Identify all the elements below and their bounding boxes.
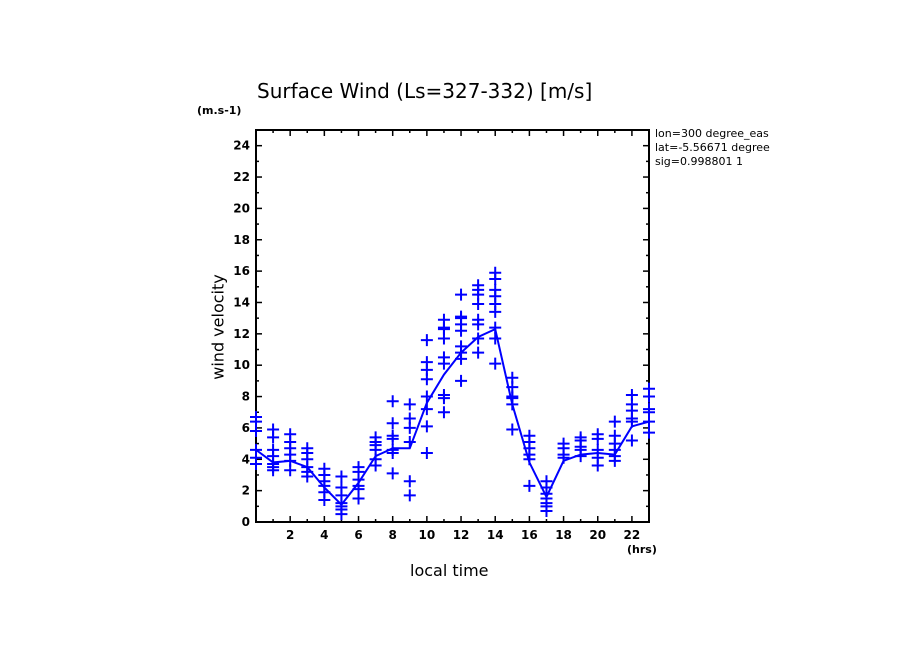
y-tick-label: 16 bbox=[233, 264, 250, 278]
data-point bbox=[403, 475, 416, 488]
data-point bbox=[386, 395, 399, 408]
data-point bbox=[420, 403, 433, 416]
chart-title: Surface Wind (Ls=327-332) [m/s] bbox=[257, 79, 593, 103]
data-point bbox=[591, 432, 604, 445]
data-point bbox=[403, 421, 416, 434]
data-point bbox=[455, 374, 468, 387]
x-axis-label: local time bbox=[410, 561, 489, 580]
data-point bbox=[420, 447, 433, 460]
y-tick-label: 18 bbox=[233, 233, 250, 247]
x-tick-label: 16 bbox=[521, 528, 538, 542]
data-point bbox=[472, 332, 485, 345]
y-tick-label: 8 bbox=[242, 390, 250, 404]
data-point bbox=[386, 447, 399, 460]
y-axis-unit: (m.s-1) bbox=[197, 104, 242, 117]
data-point bbox=[608, 415, 621, 428]
x-tick-label: 12 bbox=[453, 528, 470, 542]
data-point bbox=[608, 454, 621, 467]
y-tick-label: 22 bbox=[233, 170, 250, 184]
data-point bbox=[472, 318, 485, 331]
data-point bbox=[472, 346, 485, 359]
data-point bbox=[386, 432, 399, 445]
data-point bbox=[352, 492, 365, 505]
data-point bbox=[437, 357, 450, 370]
data-point bbox=[506, 423, 519, 436]
x-tick-label: 14 bbox=[487, 528, 504, 542]
x-tick-label: 18 bbox=[555, 528, 572, 542]
data-point bbox=[506, 398, 519, 411]
data-point bbox=[386, 467, 399, 480]
data-point bbox=[455, 288, 468, 301]
data-point bbox=[369, 459, 382, 472]
data-point bbox=[403, 398, 416, 411]
data-point bbox=[420, 334, 433, 347]
data-point bbox=[643, 426, 655, 439]
info-sig: sig=0.998801 1 bbox=[655, 155, 743, 168]
data-point bbox=[643, 415, 655, 428]
data-point bbox=[523, 479, 536, 492]
data-point bbox=[267, 431, 280, 444]
y-tick-label: 2 bbox=[242, 484, 250, 498]
x-tick-label: 6 bbox=[354, 528, 362, 542]
data-point bbox=[489, 332, 502, 345]
y-tick-label: 10 bbox=[233, 358, 250, 372]
data-point bbox=[455, 324, 468, 337]
data-point bbox=[420, 390, 433, 403]
data-point bbox=[403, 489, 416, 502]
y-tick-label: 20 bbox=[233, 201, 250, 215]
info-lat: lat=-5.56671 degree bbox=[655, 141, 770, 154]
data-point bbox=[489, 321, 502, 334]
x-tick-label: 10 bbox=[419, 528, 436, 542]
y-axis-label: wind velocity bbox=[208, 274, 228, 380]
data-point bbox=[437, 406, 450, 419]
mean-line bbox=[255, 327, 650, 507]
y-tick-label: 0 bbox=[242, 515, 250, 529]
x-tick-label: 20 bbox=[589, 528, 606, 542]
data-point bbox=[420, 373, 433, 386]
y-tick-label: 14 bbox=[233, 295, 250, 309]
y-tick-label: 12 bbox=[233, 327, 250, 341]
x-tick-label: 22 bbox=[624, 528, 641, 542]
plot-info: lon=300 degree_eas lat=-5.56671 degree s… bbox=[655, 127, 779, 169]
y-tick-label: 24 bbox=[233, 139, 250, 153]
data-point bbox=[489, 305, 502, 318]
data-point bbox=[267, 464, 280, 477]
x-tick-label: 8 bbox=[389, 528, 397, 542]
data-point bbox=[318, 494, 331, 507]
data-point bbox=[523, 453, 536, 466]
data-point bbox=[335, 470, 348, 483]
data-point bbox=[284, 464, 297, 477]
info-lon: lon=300 degree_eas bbox=[655, 127, 769, 140]
y-tick-label: 4 bbox=[242, 452, 250, 466]
data-point bbox=[643, 390, 655, 403]
data-point bbox=[335, 508, 348, 521]
data-point bbox=[420, 420, 433, 433]
x-tick-label: 4 bbox=[320, 528, 328, 542]
data-point bbox=[489, 272, 502, 285]
data-point bbox=[472, 298, 485, 311]
x-axis-unit: (hrs) bbox=[627, 543, 657, 556]
data-point bbox=[301, 470, 314, 483]
data-point bbox=[437, 392, 450, 405]
data-point bbox=[437, 332, 450, 345]
data-point bbox=[557, 451, 570, 464]
data-point bbox=[540, 505, 553, 518]
y-tick-label: 6 bbox=[242, 421, 250, 435]
data-point bbox=[403, 436, 416, 449]
data-point bbox=[591, 459, 604, 472]
data-point bbox=[574, 450, 587, 463]
data-point bbox=[625, 415, 638, 428]
data-point bbox=[455, 352, 468, 365]
data-point bbox=[250, 457, 262, 470]
data-point bbox=[386, 417, 399, 430]
x-tick-label: 2 bbox=[286, 528, 294, 542]
data-point bbox=[250, 425, 262, 438]
data-point bbox=[489, 357, 502, 370]
data-point bbox=[625, 434, 638, 447]
plot-frame bbox=[255, 129, 650, 523]
